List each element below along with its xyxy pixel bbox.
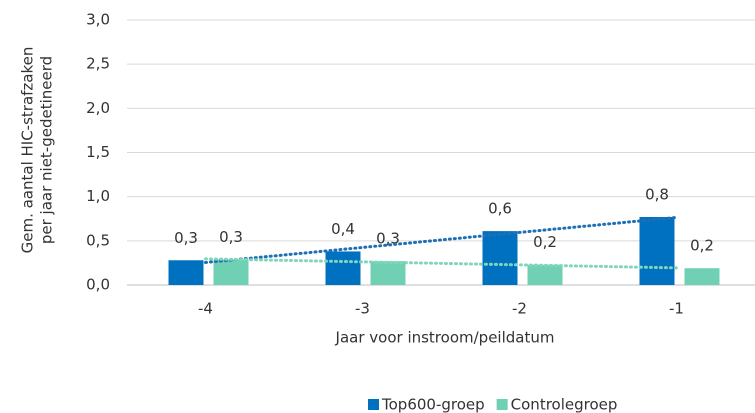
- bar: [482, 231, 518, 285]
- y-tick-label: 2,5: [86, 55, 110, 73]
- data-label: 0,3: [174, 229, 198, 247]
- data-label: 0,2: [533, 233, 557, 251]
- y-tick-label: 1,5: [86, 143, 110, 161]
- y-tick-label: 1,0: [86, 187, 110, 205]
- x-tick-label: -4: [198, 300, 213, 318]
- x-tick-label: -2: [512, 300, 527, 318]
- bar: [527, 264, 563, 285]
- legend-swatch: [368, 399, 379, 410]
- bar: [213, 259, 249, 285]
- legend-swatch: [496, 399, 508, 410]
- y-axis-label: per jaar niet-gedetineerd: [38, 56, 56, 244]
- bar: [639, 216, 675, 285]
- data-label: 0,8: [645, 185, 669, 203]
- data-label: 0,3: [219, 228, 243, 246]
- bar: [370, 261, 406, 285]
- data-label: 0,4: [331, 220, 355, 238]
- x-tick-label: -3: [355, 300, 370, 318]
- y-tick-label: 0,0: [86, 276, 110, 294]
- trendline: [204, 257, 678, 270]
- trendline: [204, 215, 678, 264]
- data-label: 0,6: [488, 200, 512, 218]
- y-tick-label: 0,5: [86, 231, 110, 249]
- y-tick-label: 3,0: [86, 11, 110, 29]
- data-label: 0,2: [690, 237, 714, 255]
- legend-label: Controlegroep: [511, 396, 618, 413]
- bar: [168, 260, 204, 285]
- bar: [325, 251, 361, 285]
- x-axis-label: Jaar voor instroom/peildatum: [335, 329, 555, 347]
- legend-label: Top600-groep: [381, 396, 485, 413]
- x-tick-label: -1: [669, 300, 684, 318]
- bar: [684, 268, 720, 285]
- y-tick-label: 2,0: [86, 99, 110, 117]
- y-axis-label: Gem. aantal HIC-strafzaken: [19, 47, 37, 254]
